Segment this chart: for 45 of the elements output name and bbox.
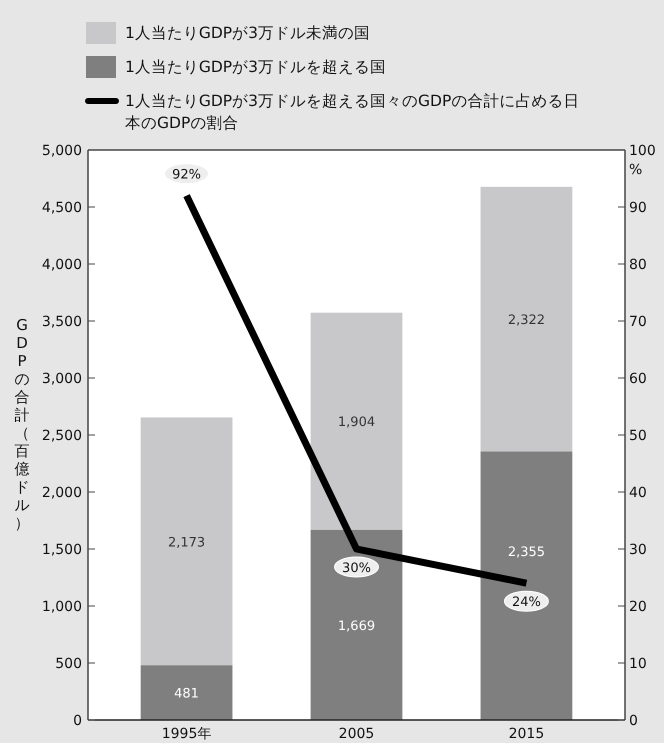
y-tick-label: 1,500	[42, 542, 82, 558]
data-label: 92%	[172, 168, 202, 183]
y2-tick-label: 0	[629, 713, 638, 729]
data-label: 2,173	[168, 535, 206, 550]
y2-tick-label: 30	[629, 542, 647, 558]
legend-label: 1人当たりGDPが3万ドル未満の国	[125, 24, 370, 42]
y-tick-label: 4,500	[42, 200, 82, 216]
y2-tick-label: 10	[629, 656, 647, 672]
x-tick-label: 2005	[338, 726, 374, 742]
text: GDPの合計（百億ドル）	[14, 316, 30, 532]
bar	[480, 452, 572, 720]
y2-tick-label: 90	[629, 200, 647, 216]
y2-tick-label: 70	[629, 314, 647, 330]
bar	[480, 186, 572, 452]
y-tick-label: 4,000	[42, 257, 82, 273]
data-label: 2,355	[508, 545, 546, 560]
bar	[310, 312, 402, 530]
y-tick-label: 500	[55, 656, 82, 672]
y2-tick-label: 20	[629, 599, 647, 615]
bar	[310, 530, 402, 720]
bar	[140, 665, 232, 720]
y-tick-label: 2,500	[42, 428, 82, 444]
y-tick-label: 1,000	[42, 599, 82, 615]
y2-axis-title: %	[629, 162, 642, 178]
y-tick-label: 0	[73, 713, 82, 729]
legend-label: 1人当たりGDPが3万ドルを超える国	[125, 58, 386, 76]
data-label: 30%	[342, 561, 371, 576]
y2-tick-label: 50	[629, 428, 647, 444]
bar	[140, 417, 232, 666]
data-label: 1,669	[338, 618, 376, 634]
y2-tick-label: 40	[629, 485, 647, 501]
y-tick-label: 3,500	[42, 314, 82, 330]
data-label: 1,904	[338, 415, 376, 430]
y2-tick-label: 80	[629, 257, 647, 273]
y-tick-label: 2,000	[42, 485, 82, 501]
data-label: 24%	[512, 595, 541, 610]
x-tick-label: 1995年	[162, 726, 212, 742]
data-label: 481	[174, 686, 199, 702]
x-tick-label: 2015	[508, 726, 544, 742]
y-tick-label: 3,000	[42, 371, 82, 387]
y-tick-label: 5,000	[42, 143, 82, 159]
y2-tick-label: 100	[629, 143, 656, 159]
legend-label: 1人当たりGDPが3万ドルを超える国々のGDPの合計に占める日本のGDPの割合	[125, 92, 580, 132]
data-label: 2,322	[508, 313, 546, 328]
y2-tick-label: 60	[629, 371, 647, 387]
